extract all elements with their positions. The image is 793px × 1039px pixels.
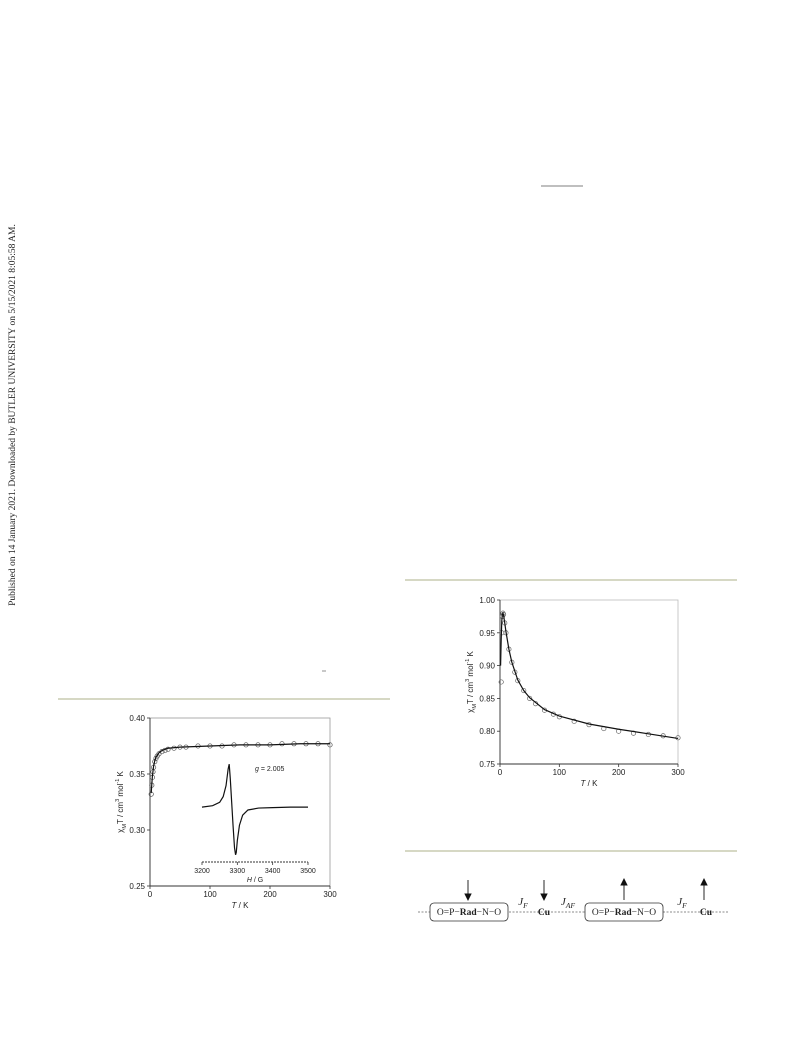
annotation-part: g bbox=[255, 766, 259, 773]
side-note: Published on 14 January 2021. Downloaded… bbox=[8, 224, 18, 606]
coupling-label-part: AF bbox=[565, 901, 576, 910]
y-axis-label: χMT / cm3 mol-1 K bbox=[115, 770, 128, 832]
y-axis-label-part: K bbox=[116, 770, 125, 778]
data-point bbox=[521, 687, 527, 694]
data-point bbox=[527, 695, 533, 701]
y-axis-label-part: -1 bbox=[465, 659, 471, 664]
coupling-label-part: F bbox=[522, 901, 528, 910]
x-tick-label: 3300 bbox=[230, 868, 246, 875]
y-tick-label: 0.85 bbox=[479, 694, 495, 703]
spin-arrows bbox=[464, 877, 708, 902]
y-axis-label-part: M bbox=[472, 704, 478, 709]
coupling-label: JAF bbox=[561, 896, 576, 910]
y-axis-label-part: χ bbox=[466, 708, 475, 713]
x-tick-label: 3400 bbox=[265, 868, 281, 875]
coupling-label: JF bbox=[518, 896, 528, 910]
y-axis-label-part: -1 bbox=[115, 779, 121, 784]
annotation: g = 2.005 bbox=[255, 766, 285, 773]
unit-label-part: −N−O bbox=[477, 908, 502, 918]
unit-label-part: −N−O bbox=[632, 908, 657, 918]
unit-box bbox=[429, 902, 509, 922]
plot-frame bbox=[499, 599, 679, 765]
y-tick-label: 0.80 bbox=[479, 727, 495, 736]
annotation-part: = 2.005 bbox=[259, 766, 285, 773]
x-tick-label: 300 bbox=[323, 890, 337, 899]
data-point bbox=[327, 742, 333, 748]
unit-box bbox=[584, 902, 664, 922]
x-axis-label-part: H bbox=[247, 877, 253, 884]
unit-label: O=P−Rad−N−O bbox=[437, 908, 501, 918]
coupling-label-part: J bbox=[518, 896, 524, 908]
y-axis-label-part: 3 bbox=[465, 679, 471, 682]
y-axis-label-part: T / cm bbox=[116, 802, 125, 824]
y-tick-label: 0.40 bbox=[129, 714, 145, 723]
y-axis-label-part: M bbox=[122, 824, 128, 829]
y-axis-label-part: χ bbox=[116, 828, 125, 833]
data-line bbox=[201, 764, 308, 856]
data-point bbox=[571, 718, 577, 724]
y-tick-label: 0.90 bbox=[479, 662, 495, 671]
coupling-label-part: J bbox=[677, 896, 683, 908]
x-axis-label-part: / K bbox=[236, 901, 249, 910]
x-axis-label-part: T bbox=[581, 779, 587, 788]
unit-label: Cu bbox=[538, 908, 551, 918]
y-axis-label-part: K bbox=[466, 650, 475, 658]
x-axis-label: H / G bbox=[247, 877, 263, 884]
y-axis-label-part: T / cm bbox=[466, 682, 475, 704]
data-line bbox=[499, 611, 679, 740]
y-tick-label: 0.30 bbox=[129, 826, 145, 835]
x-tick-label: 3200 bbox=[194, 868, 210, 875]
x-axis-label-part: / K bbox=[585, 779, 598, 788]
unit-label-part: O=P− bbox=[592, 908, 615, 918]
y-tick-label: 0.35 bbox=[129, 770, 145, 779]
y-axis-label: χMT / cm3 mol-1 K bbox=[465, 650, 478, 712]
x-tick-label: 0 bbox=[498, 768, 503, 777]
y-tick-label: 1.00 bbox=[479, 596, 495, 605]
x-axis-label: T / K bbox=[232, 901, 250, 910]
x-tick-label: 0 bbox=[148, 890, 153, 899]
data-line bbox=[150, 743, 330, 794]
unit-label-part: Cu bbox=[538, 908, 551, 918]
coupling-label-part: J bbox=[561, 896, 567, 908]
x-tick-label: 300 bbox=[671, 768, 685, 777]
coupling-label-part: F bbox=[681, 901, 687, 910]
data-point bbox=[279, 741, 285, 747]
unit-label-part: Rad bbox=[615, 908, 633, 918]
x-tick-label: 100 bbox=[203, 890, 217, 899]
x-tick-label: 200 bbox=[263, 890, 277, 899]
x-tick-label: 200 bbox=[612, 768, 626, 777]
unit-label-part: Rad bbox=[460, 908, 478, 918]
y-tick-label: 0.75 bbox=[479, 760, 495, 769]
x-axis-label: T / K bbox=[581, 779, 599, 788]
y-tick-label: 0.25 bbox=[129, 882, 145, 891]
y-axis-label-part: 3 bbox=[115, 799, 121, 802]
x-axis-label-part: / G bbox=[252, 877, 263, 884]
y-axis-label-part: mol bbox=[116, 783, 125, 798]
x-axis-label-part: T bbox=[232, 901, 238, 910]
x-tick-label: 3500 bbox=[300, 868, 316, 875]
unit-label: O=P−Rad−N−O bbox=[592, 908, 656, 918]
y-tick-label: 0.95 bbox=[479, 629, 495, 638]
unit-label-part: Cu bbox=[700, 908, 713, 918]
data-point bbox=[498, 679, 504, 685]
x-tick-label: 100 bbox=[553, 768, 567, 777]
unit-label-part: O=P− bbox=[437, 908, 460, 918]
unit-label: Cu bbox=[700, 908, 713, 918]
y-axis-label-part: mol bbox=[466, 663, 475, 678]
coupling-label: JF bbox=[677, 896, 687, 910]
